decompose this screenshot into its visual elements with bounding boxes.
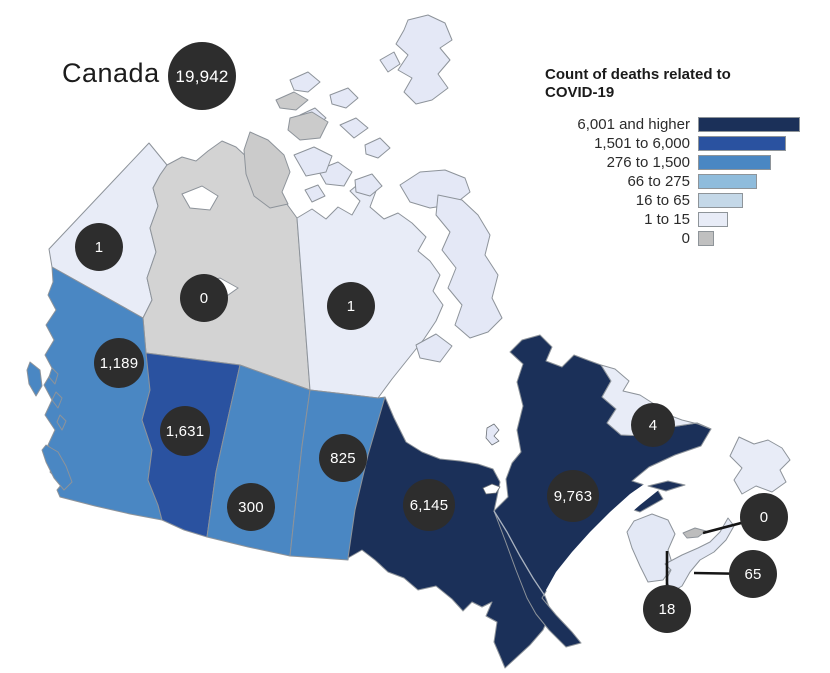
victoria-island-west (243, 131, 291, 209)
legend-swatch[interactable] (698, 154, 771, 170)
legend-items: 6,001 and higher 1,501 to 6,000 276 to 1… (545, 115, 830, 247)
bc-islet (51, 391, 63, 409)
banks-island (275, 91, 309, 111)
badge-british-columbia[interactable]: 1,189 (94, 338, 144, 388)
southampton-island (415, 333, 453, 363)
bc-islet (48, 367, 59, 385)
legend-swatch[interactable] (698, 211, 728, 227)
badge-yukon[interactable]: 1 (75, 223, 123, 271)
badge-ontario[interactable]: 6,145 (403, 479, 455, 531)
badge-quebec[interactable]: 9,763 (547, 470, 599, 522)
legend-item-276-to-1500[interactable]: 276 to 1,500 (545, 153, 830, 171)
page-title: Canada (62, 58, 160, 88)
badge-new-brunswick[interactable]: 18 (643, 585, 691, 633)
badge-newfoundland-labrador[interactable]: 4 (631, 403, 675, 447)
badge-nova-scotia[interactable]: 65 (729, 550, 777, 598)
legend-label: 0 (681, 229, 690, 247)
legend-swatch[interactable] (698, 116, 800, 132)
arctic-islet (364, 137, 391, 159)
legend-item-6001-and-higher[interactable]: 6,001 and higher (545, 115, 830, 133)
legend-item-1-to-15[interactable]: 1 to 15 (545, 210, 830, 228)
badge-saskatchewan[interactable]: 300 (227, 483, 275, 531)
badge-northwest-territories[interactable]: 0 (180, 274, 228, 322)
victoria-island-east (293, 146, 333, 177)
belcher-islands (485, 423, 500, 446)
legend-title-line1: Count of deaths related to (545, 66, 731, 83)
legend-swatch[interactable] (698, 135, 786, 151)
legend-label: 276 to 1,500 (606, 153, 690, 171)
bc-islet (56, 414, 67, 431)
vancouver-island[interactable] (41, 444, 73, 491)
badge-nunavut[interactable]: 1 (327, 282, 375, 330)
arctic-islet (329, 87, 359, 109)
region-labrador[interactable] (600, 364, 712, 437)
st-lawrence-river (546, 480, 660, 596)
great-bear-lake (181, 185, 219, 211)
legend-label: 1 to 15 (644, 210, 690, 228)
region-nunavut[interactable] (296, 180, 444, 399)
legend-item-66-to-275[interactable]: 66 to 275 (545, 172, 830, 190)
legend-swatch[interactable] (698, 173, 757, 189)
anticosti-island (647, 480, 686, 492)
legend-item-16-to-65[interactable]: 16 to 65 (545, 191, 830, 209)
legend: Count of deaths related to COVID-19 6,00… (545, 66, 830, 250)
legend-swatch[interactable] (698, 230, 714, 246)
legend-label: 66 to 275 (627, 172, 690, 190)
badge-manitoba[interactable]: 825 (319, 434, 367, 482)
akimiski-island (482, 483, 501, 495)
baffin-island (435, 194, 503, 339)
arctic-islet (289, 71, 321, 93)
arctic-islet (339, 117, 369, 139)
badge-canada-total[interactable]: 19,942 (168, 42, 236, 110)
axel-heiberg-island (379, 51, 401, 73)
legend-label: 16 to 65 (635, 191, 690, 209)
ontario-quebec-border (493, 510, 546, 597)
ellesmere-island (395, 14, 453, 105)
region-ontario[interactable] (347, 396, 552, 669)
badge-prince-edward-island[interactable]: 0 (740, 493, 788, 541)
arctic-islet (304, 184, 326, 203)
haida-gwaii-island (26, 361, 43, 397)
legend-swatch[interactable] (698, 192, 743, 208)
legend-item-0[interactable]: 0 (545, 229, 830, 247)
legend-title-line2: COVID-19 (545, 84, 615, 101)
banks-island-south (287, 111, 329, 141)
prince-of-wales-island (354, 173, 383, 197)
region-prince-edward-island[interactable] (682, 527, 707, 539)
legend-label: 6,001 and higher (577, 115, 690, 133)
region-newfoundland-island[interactable] (729, 436, 791, 495)
legend-label: 1,501 to 6,000 (594, 134, 690, 152)
legend-item-1501-to-6000[interactable]: 1,501 to 6,000 (545, 134, 830, 152)
badge-alberta[interactable]: 1,631 (160, 406, 210, 456)
